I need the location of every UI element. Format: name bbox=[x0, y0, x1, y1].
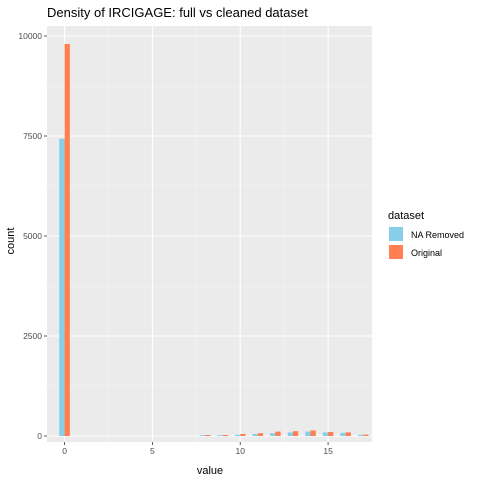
bar-na-removed bbox=[322, 432, 329, 436]
chart-title: Density of IRCIGAGE: full vs cleaned dat… bbox=[47, 5, 308, 20]
bar-original bbox=[310, 430, 316, 436]
bar-na-removed bbox=[59, 138, 65, 437]
bar-original bbox=[275, 431, 281, 436]
y-tick-label: 2500 bbox=[23, 331, 42, 341]
bar-original bbox=[257, 433, 264, 436]
bar-na-removed bbox=[340, 432, 346, 436]
y-tick-label: 10000 bbox=[18, 31, 42, 41]
legend: dataset NA Removed Original bbox=[388, 210, 464, 259]
bar-na-removed bbox=[287, 432, 293, 436]
legend-title: dataset bbox=[388, 210, 424, 222]
x-axis-title: value bbox=[197, 465, 223, 477]
x-tick-label: 5 bbox=[150, 446, 155, 456]
bar-na-removed bbox=[217, 435, 223, 436]
bar-na-removed bbox=[357, 434, 364, 436]
y-tick-label: 5000 bbox=[23, 231, 42, 241]
bar-na-removed bbox=[199, 435, 206, 436]
x-tick-label: 0 bbox=[62, 446, 67, 456]
bar-original bbox=[345, 432, 351, 436]
legend-key-na-removed bbox=[389, 227, 403, 241]
legend-label-na-removed: NA Removed bbox=[411, 230, 464, 240]
bar-original bbox=[205, 435, 211, 436]
x-tick-label: 10 bbox=[236, 446, 246, 456]
bar-original bbox=[64, 44, 70, 436]
bar-na-removed bbox=[252, 434, 258, 436]
bars bbox=[59, 44, 369, 437]
y-tick-label: 7500 bbox=[23, 131, 42, 141]
y-tick-label: 0 bbox=[37, 431, 42, 441]
legend-label-original: Original bbox=[411, 248, 442, 258]
bar-na-removed bbox=[305, 431, 311, 436]
bar-na-removed bbox=[234, 434, 241, 436]
bar-original bbox=[328, 432, 334, 436]
x-tick-label: 15 bbox=[323, 446, 333, 456]
bar-original bbox=[240, 434, 246, 436]
bar-original bbox=[292, 431, 299, 436]
y-axis-title: count bbox=[5, 228, 17, 255]
plot-panel bbox=[47, 26, 372, 442]
bar-original bbox=[363, 434, 369, 436]
axes: 0 5 10 15 0 2500 5000 7500 10000 bbox=[18, 31, 333, 456]
bar-original bbox=[222, 435, 228, 436]
legend-key-original bbox=[389, 245, 403, 259]
bar-na-removed bbox=[270, 433, 276, 436]
